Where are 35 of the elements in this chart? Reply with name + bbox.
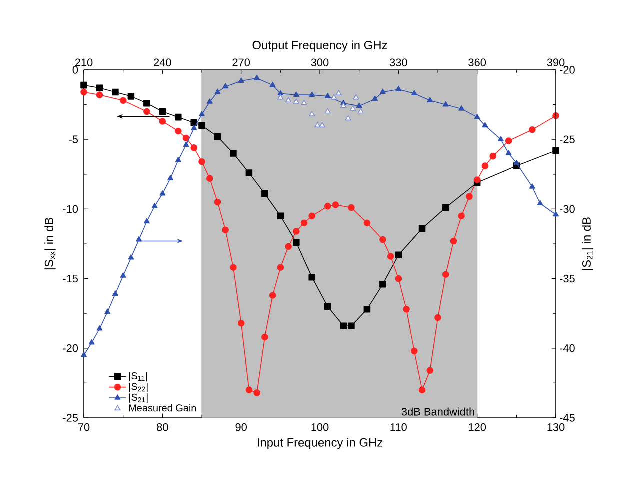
y2-tick-label: -45 [560, 414, 575, 422]
y2-tick-label: -20 [560, 66, 575, 74]
y-axis-title: |S$_{xx}$| in dB [44, 218, 56, 270]
x-tick-label: 100 [312, 424, 329, 432]
x-tick-label: 70 [78, 424, 90, 432]
y-tick-label: -5 [69, 136, 78, 144]
legend-label: Measured Gain [129, 404, 196, 412]
x-axis-title: Input Frequency in GHz [258, 438, 383, 450]
y-tick-label: -10 [63, 205, 78, 214]
x-tick-label: 90 [236, 424, 247, 432]
y-tick-label: 0 [72, 66, 78, 74]
y2-tick-label: -25 [560, 136, 575, 144]
x-tick-label: 110 [390, 424, 407, 432]
x2-tick-label: 240 [154, 58, 172, 66]
y2-tick-label: -30 [560, 205, 575, 214]
x-tick-label: 80 [157, 424, 168, 432]
x2-tick-label: 210 [75, 58, 93, 66]
x2-tick-label: 330 [390, 58, 408, 66]
y-tick-label: -15 [63, 274, 78, 283]
x2-axis-title: Output Frequency in GHz [252, 40, 388, 52]
x2-tick-label: 300 [311, 58, 329, 66]
band-label: 3dB Bandwidth [402, 408, 474, 416]
x2-tick-label: 270 [232, 58, 250, 66]
legend-label: |S$_{11}$| [129, 372, 148, 382]
x2-tick-label: 390 [547, 58, 565, 66]
y2-tick-label: -40 [560, 344, 575, 352]
y-tick-label: -25 [63, 414, 78, 422]
x-tick-label: 120 [469, 424, 486, 432]
y2-tick-label: -35 [560, 274, 575, 283]
x2-tick-label: 360 [468, 58, 486, 66]
y-tick-label: -20 [63, 344, 78, 352]
legend-label: |S$_{21}$| [129, 394, 148, 403]
legend-label: |S$_{22}$| [129, 382, 148, 392]
x-tick-label: 130 [548, 424, 565, 432]
y2-axis-title: |S$_{21}$| in dB [582, 218, 594, 270]
